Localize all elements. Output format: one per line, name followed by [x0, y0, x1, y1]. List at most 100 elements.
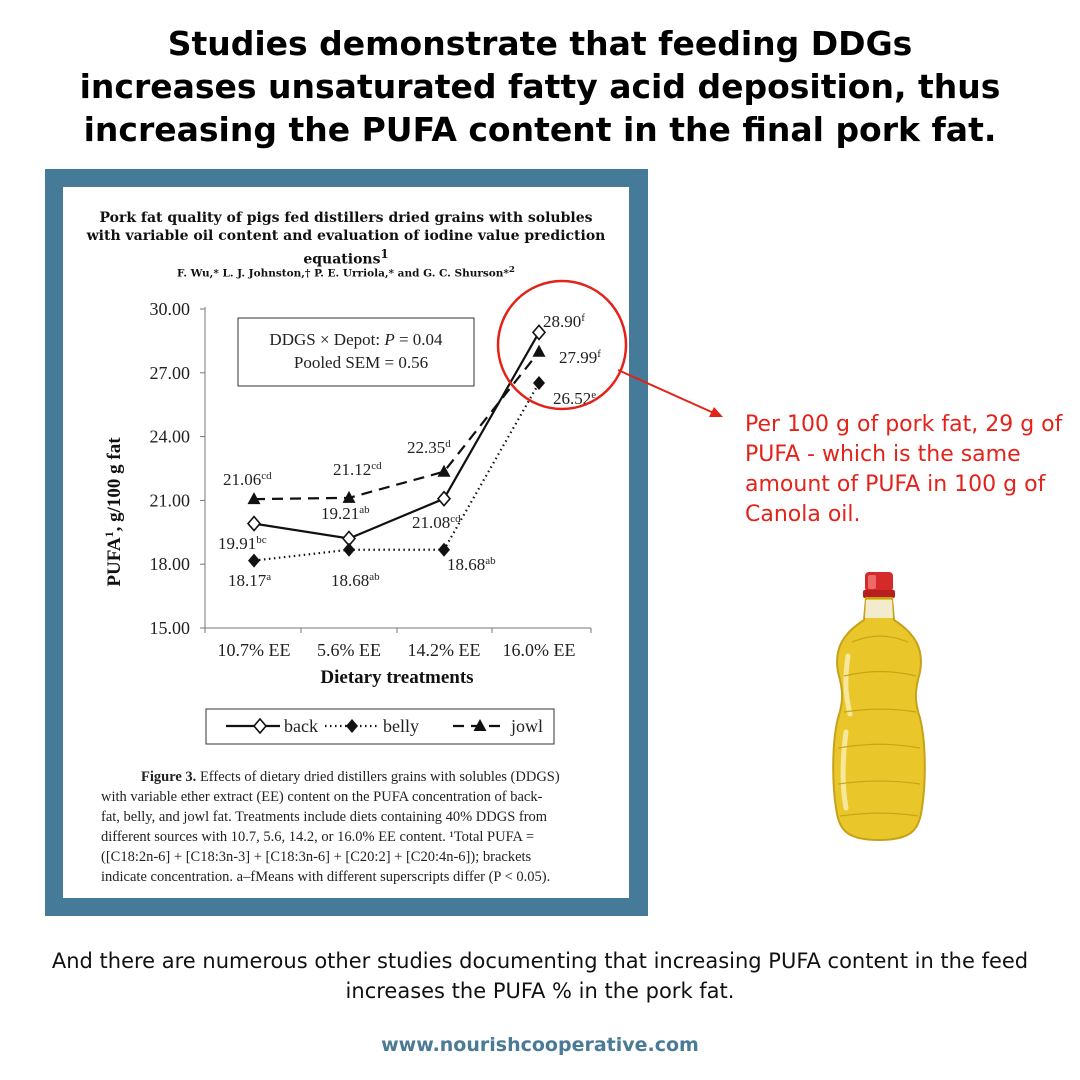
headline: Studies demonstrate that feeding DDGs in…	[40, 22, 1040, 151]
legend-marker-jowl	[473, 719, 487, 731]
data-label-jowl: 21.12cd	[333, 460, 382, 479]
point-belly	[438, 542, 450, 557]
data-label-back: 21.08cd	[412, 513, 461, 532]
caption-line-3: fat, belly, and jowl fat. Treatments inc…	[101, 809, 548, 825]
y-axis-title: PUFA1, g/100 g fat	[102, 437, 125, 587]
x-tick-label: 14.2% EE	[408, 640, 481, 660]
x-tick-label: 5.6% EE	[317, 640, 381, 660]
headline-line-1: Studies demonstrate that feeding DDGs	[167, 24, 913, 63]
data-label-back: 19.21ab	[321, 504, 370, 523]
data-label-jowl: 21.06cd	[223, 470, 272, 489]
stats-line-1-prefix: DDGS × Depot:	[269, 330, 384, 349]
y-tick-label: 24.00	[150, 427, 191, 447]
data-label-superscript: f	[581, 312, 585, 324]
paper-authors-text: F. Wu,* L. J. Johnston,† P. E. Urriola,*…	[176, 267, 509, 280]
data-label-belly: 26.52e	[553, 389, 596, 408]
bottom-text: And there are numerous other studies doc…	[51, 949, 1029, 1003]
data-label-superscript: ab	[359, 504, 370, 516]
data-label-value: 18.68	[447, 555, 485, 574]
data-label-superscript: d	[445, 438, 451, 450]
caption-line-2: with variable ether extract (EE) content…	[101, 789, 543, 805]
point-jowl	[437, 464, 451, 477]
legend-marker-belly	[346, 719, 358, 733]
data-label-value: 27.99	[559, 348, 597, 367]
point-back	[436, 490, 452, 507]
data-label-superscript: cd	[450, 513, 461, 525]
callout-arrow-head	[709, 407, 723, 417]
data-label-belly: 18.17a	[228, 571, 271, 590]
point-back	[246, 515, 262, 532]
point-jowl	[342, 490, 356, 503]
side-note: Per 100 g of pork fat, 29 g of PUFA - wh…	[745, 412, 1063, 527]
data-label-value: 22.35	[407, 438, 445, 457]
data-label-jowl: 22.35d	[407, 438, 451, 457]
data-label-value: 21.06	[223, 470, 261, 489]
series-line-belly	[253, 382, 540, 562]
point-belly	[343, 542, 355, 557]
data-label-back: 28.90f	[543, 312, 585, 331]
stats-line-1: DDGS × Depot: P = 0.04	[269, 330, 443, 349]
stats-box	[237, 317, 475, 387]
data-label-value: 28.90	[543, 312, 581, 331]
data-label-superscript: a	[266, 571, 271, 583]
y-axis-title-sup: 1	[102, 531, 116, 537]
caption-figure-label: Figure 3.	[141, 769, 197, 785]
y-tick-label: 21.00	[150, 490, 191, 510]
caption-line-6: indicate concentration. a–fMeans with di…	[101, 869, 551, 885]
y-tick-label: 15.00	[150, 618, 191, 638]
canola-oil-bottle-icon	[832, 572, 926, 842]
point-belly	[248, 553, 260, 568]
legend-marker-back	[252, 717, 268, 735]
caption-line-5: ([C18:2n-6] + [C18:3n-3] + [C18:3n-6] + …	[101, 849, 532, 865]
paper-authors-footnote: 2	[508, 265, 516, 275]
headline-line-2: increases unsaturated fatty acid deposit…	[79, 67, 1001, 106]
headline-line-3: increasing the PUFA content in the final…	[83, 110, 997, 149]
point-jowl	[247, 492, 261, 505]
data-label-value: 19.21	[321, 504, 359, 523]
paper-excerpt: Pork fat quality of pigs fed distillers …	[63, 187, 629, 898]
x-tick-label: 16.0% EE	[503, 640, 576, 660]
stats-line-2: Pooled SEM = 0.56	[294, 353, 428, 372]
data-label-superscript: ab	[369, 571, 380, 583]
stats-p-symbol: P	[383, 330, 394, 349]
figure-caption: Figure 3. Effects of dietary dried disti…	[101, 767, 621, 887]
paper-title-line-1: Pork fat quality of pigs fed distillers …	[99, 210, 593, 226]
data-label-superscript: f	[597, 348, 601, 360]
series-line-jowl	[253, 351, 540, 501]
paper-title-line-2-text: with variable oil content and evaluation…	[86, 228, 606, 268]
paper-title: Pork fat quality of pigs fed distillers …	[63, 209, 629, 269]
legend-label-back: back	[284, 716, 318, 736]
data-label-belly: 18.68ab	[447, 555, 496, 574]
data-label-superscript: ab	[485, 555, 496, 567]
data-label-value: 19.91	[218, 534, 256, 553]
x-tick-label: 10.7% EE	[218, 640, 291, 660]
data-label-value: 26.52	[553, 389, 591, 408]
data-label-value: 21.08	[412, 513, 450, 532]
data-label-superscript: bc	[256, 534, 267, 546]
paper-title-footnote: 1	[380, 247, 389, 261]
paper-title-line-2: with variable oil content and evaluation…	[63, 227, 629, 269]
legend-label-jowl: jowl	[510, 716, 543, 736]
paper-authors: F. Wu,* L. J. Johnston,† P. E. Urriola,*…	[63, 265, 629, 280]
legend-label-belly: belly	[383, 716, 419, 736]
data-label-belly: 18.68ab	[331, 571, 380, 590]
point-jowl	[532, 344, 546, 357]
y-tick-label: 30.00	[150, 299, 191, 319]
data-label-superscript: e	[591, 389, 596, 401]
website-link[interactable]: www.nourishcooperative.com	[381, 1034, 699, 1056]
pufa-line-chart: 15.00 18.00 21.00 24.00 27.00 30.00 10.7% EE 5.…	[102, 299, 601, 745]
y-tick-label: 18.00	[150, 554, 191, 574]
caption-line-1-text: Effects of dietary dried distillers grai…	[196, 769, 560, 785]
x-axis-title: Dietary treatments	[320, 667, 473, 688]
y-axis-title-unit: , g/100 g fat	[104, 437, 125, 532]
data-label-jowl: 27.99f	[559, 348, 601, 367]
data-label-superscript: cd	[261, 470, 272, 482]
caption-line-1: Figure 3. Effects of dietary dried disti…	[101, 767, 621, 787]
stats-line-1-suffix: = 0.04	[395, 330, 443, 349]
data-label-value: 18.17	[228, 571, 267, 590]
data-label-value: 21.12	[333, 460, 371, 479]
caption-line-4: different sources with 10.7, 5.6, 14.2, …	[101, 829, 535, 845]
y-axis-title-main: PUFA	[104, 537, 125, 587]
point-belly	[533, 376, 545, 391]
series-line-back	[253, 331, 540, 540]
